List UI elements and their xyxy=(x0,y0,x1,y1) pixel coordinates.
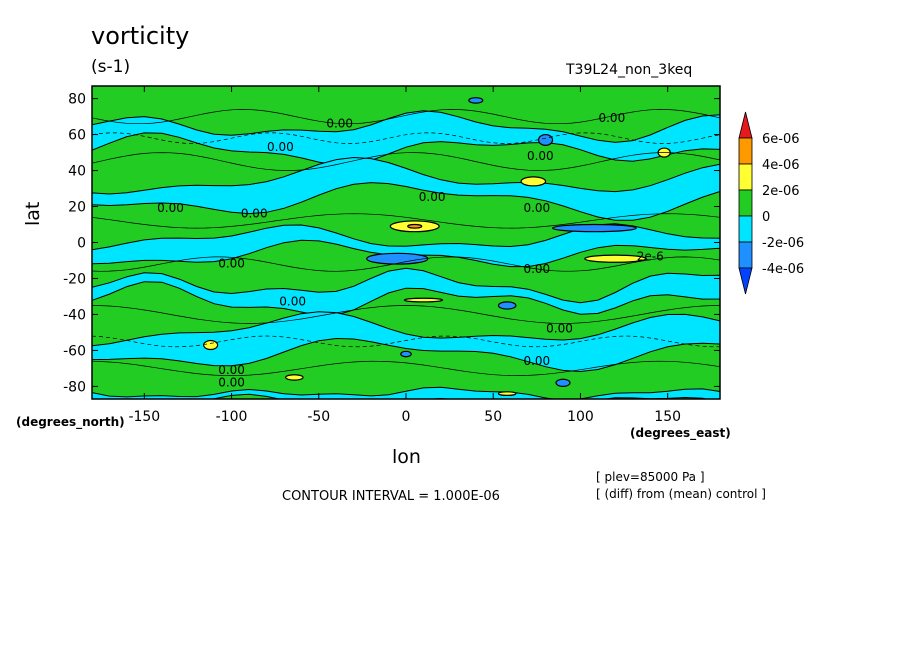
contour-label: 0.00 xyxy=(241,206,268,220)
x-units-left: (degrees_north) xyxy=(16,415,125,429)
strong-positive-extremum xyxy=(407,223,423,229)
colorbar-swatch xyxy=(738,215,753,243)
y-tick-label: 0 xyxy=(77,236,86,252)
negative-band-midsouth xyxy=(92,267,720,316)
colorbar-label: 4e-06 xyxy=(762,158,800,173)
contour-label: 0.00 xyxy=(523,201,550,215)
contour-label-layer: 0.000.000.000.000.00 0.000.000.000.00 0.00… xyxy=(157,111,664,389)
run-label: T39L24_non_3keq xyxy=(566,62,693,78)
negative-extremum xyxy=(366,252,429,265)
colorbar-swatch xyxy=(738,189,753,217)
contour-line xyxy=(92,305,720,324)
colorbar-swatch xyxy=(738,137,753,165)
y-tick-label: 80 xyxy=(68,92,86,108)
axis-layer: -150 -100 -50 0 50 100 150 80 60 40 20 0 -20 -40 -60 -8… xyxy=(63,86,720,425)
colorbar-label: -2e-06 xyxy=(762,236,804,251)
field-layer xyxy=(92,86,720,399)
chart-title: vorticity xyxy=(91,22,190,50)
negative-band-south xyxy=(92,311,720,373)
contour-label: 0.00 xyxy=(527,149,554,163)
contour-line xyxy=(92,213,720,229)
positive-extremum xyxy=(203,339,219,351)
negative-extremum xyxy=(400,350,412,358)
contour-label: 0.00 xyxy=(523,262,550,276)
y-tick-label: -20 xyxy=(63,271,86,287)
info-line-plev: [ plev=85000 Pa ] xyxy=(596,470,705,484)
contour-label: 0.00 xyxy=(326,116,353,130)
contour-label: 0.00 xyxy=(157,201,184,215)
contour-label: 0.00 xyxy=(598,111,625,125)
x-units-right: (degrees_east) xyxy=(630,426,731,440)
colorbar-bottom-arrow xyxy=(738,267,753,295)
y-tick-label: -40 xyxy=(63,307,86,323)
chart-units: (s-1) xyxy=(91,57,131,77)
negative-band-equator xyxy=(92,223,720,268)
colorbar: 6e-06 4e-06 2e-06 0 -2e-06 -4e-06 xyxy=(738,111,804,295)
contour-label: 0.00 xyxy=(218,375,245,389)
x-tick-label: 0 xyxy=(402,409,411,425)
contour-label: 0.00 xyxy=(419,190,446,204)
negative-extremum xyxy=(497,301,517,310)
contour-line-negative xyxy=(92,132,720,144)
positive-extremum xyxy=(285,374,304,381)
positive-extremum xyxy=(584,254,647,263)
y-tick-label: -60 xyxy=(63,343,86,359)
negative-extremum xyxy=(551,223,637,233)
colorbar-swatch xyxy=(738,241,753,269)
colorbar-label: 0 xyxy=(762,210,770,225)
positive-extremum xyxy=(520,176,547,187)
contour-line xyxy=(92,360,720,376)
negative-band-north xyxy=(92,110,720,166)
colorbar-top-arrow xyxy=(738,111,753,139)
contour-label: 0.00 xyxy=(523,354,550,368)
x-tick-label: -150 xyxy=(128,409,160,425)
colorbar-swatch xyxy=(738,163,753,191)
contour-line xyxy=(92,152,720,171)
negative-extremum xyxy=(555,378,571,388)
negative-extremum xyxy=(537,133,554,146)
positive-extremum xyxy=(403,297,444,303)
x-tick-label: 100 xyxy=(567,409,594,425)
y-tick-label: 20 xyxy=(68,200,86,216)
y-tick-label: 40 xyxy=(68,164,86,180)
colorbar-label: 2e-06 xyxy=(762,184,800,199)
colorbar-label: 6e-06 xyxy=(762,132,800,147)
x-axis-label: lon xyxy=(392,446,421,468)
x-tick-label: 150 xyxy=(654,409,681,425)
contour-line-negative xyxy=(92,335,720,348)
contour-label: 0.00 xyxy=(546,321,573,335)
contour-line xyxy=(92,109,720,125)
x-tick-label: 50 xyxy=(484,409,502,425)
negative-extremum xyxy=(468,97,484,104)
colorbar-label: -4e-06 xyxy=(762,262,804,277)
positive-extremum xyxy=(497,391,517,397)
y-tick-label: 60 xyxy=(68,128,86,144)
contour-label: 0.00 xyxy=(279,294,306,308)
y-tick-label: -80 xyxy=(63,379,86,395)
contour-interval: CONTOUR INTERVAL = 1.000E-06 xyxy=(282,489,500,504)
x-tick-label: -50 xyxy=(307,409,330,425)
negative-band-midnorth xyxy=(92,156,720,221)
contour-label: 0.00 xyxy=(218,363,245,377)
contour-label: 0.00 xyxy=(267,140,294,154)
info-line-diff: [ (diff) from (mean) control ] xyxy=(596,487,766,501)
x-tick-label: -100 xyxy=(216,409,248,425)
contour-label: 2e-6 xyxy=(637,249,664,263)
contour-label: 0.00 xyxy=(218,257,245,271)
contour-line xyxy=(92,256,720,272)
